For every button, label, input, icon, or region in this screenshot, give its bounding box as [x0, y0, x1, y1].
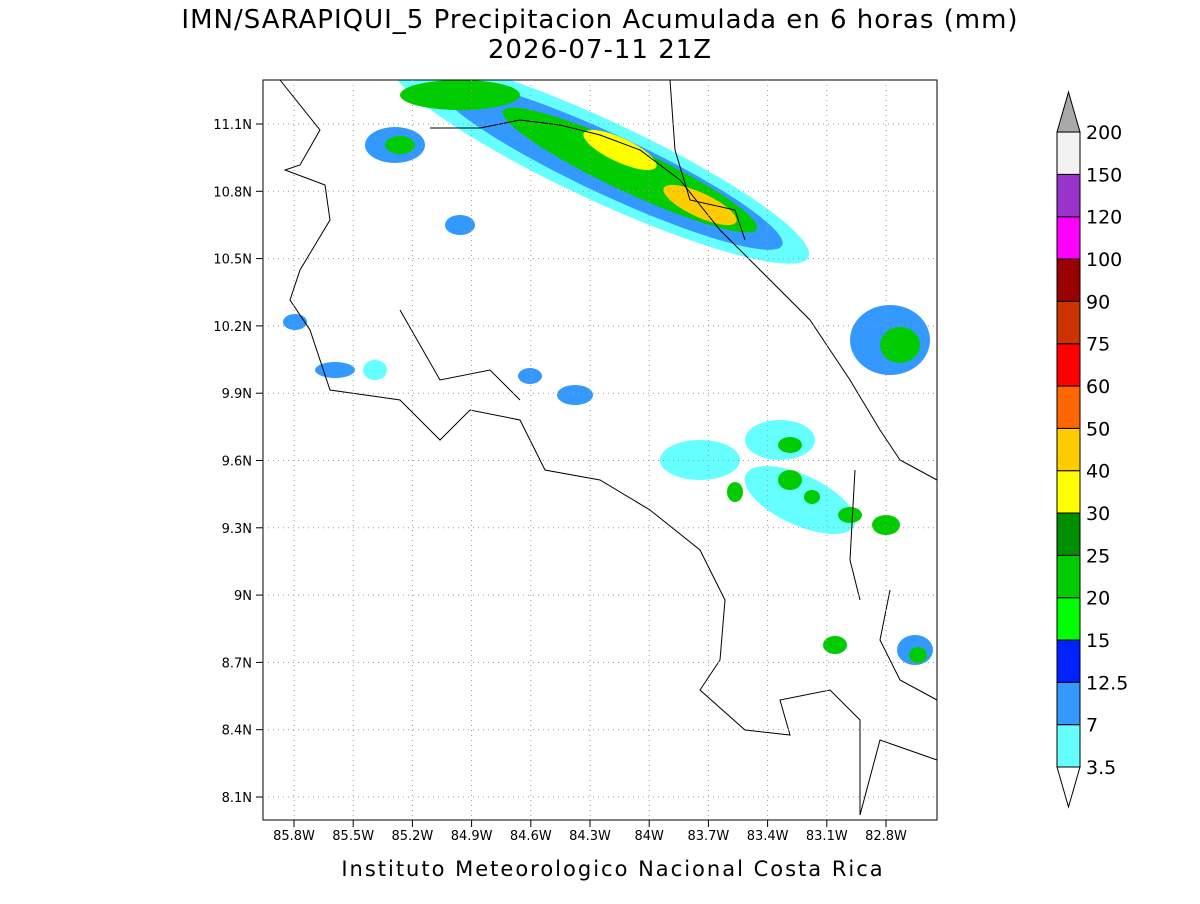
subtitle: 2026-07-11 21Z — [488, 35, 712, 65]
lon-label: 83.4W — [747, 829, 789, 844]
legend-box — [1056, 427, 1081, 472]
legend-box — [1056, 470, 1081, 514]
legend-label: 50 — [1086, 418, 1110, 440]
lat-label: 9.6N — [222, 455, 252, 470]
lon-label: 85.8W — [273, 829, 315, 844]
lon-label: 85.2W — [391, 829, 433, 844]
title: IMN/SARAPIQUI_5 Precipitacion Acumulada … — [181, 5, 1018, 35]
legend-box — [1056, 300, 1081, 345]
legend-label: 15 — [1086, 630, 1110, 652]
legend-label: 60 — [1086, 376, 1110, 398]
legend-box — [1056, 639, 1081, 683]
legend-box — [1056, 343, 1081, 387]
legend-above — [1056, 90, 1081, 133]
legend-box — [1056, 258, 1081, 302]
legend-label: 7 — [1086, 715, 1098, 737]
legend-box — [1056, 681, 1081, 726]
legend-label: 20 — [1086, 588, 1110, 610]
lat-label: 10.5N — [213, 253, 252, 268]
lat-label: 8.4N — [222, 724, 252, 739]
lon-label: 84.9W — [451, 829, 493, 844]
legend-label: 200 — [1086, 122, 1122, 144]
legend-box — [1056, 131, 1081, 175]
legend-label: 30 — [1086, 503, 1110, 525]
precip-field — [283, 80, 933, 665]
lat-label: 10.8N — [213, 185, 252, 200]
legend-box — [1056, 554, 1081, 599]
legend-label: 12.5 — [1086, 672, 1128, 694]
legend-label: 3.5 — [1086, 757, 1116, 779]
legend-label: 150 — [1086, 164, 1122, 186]
legend-below — [1056, 766, 1081, 809]
lat-label: 9N — [234, 589, 252, 604]
legend-box — [1056, 512, 1081, 556]
footer: Instituto Meteorologico Nacional Costa R… — [341, 857, 884, 881]
coastline — [279, 79, 938, 816]
legend-box — [1056, 173, 1081, 218]
legend-box — [1056, 216, 1081, 260]
lon-label: 85.5W — [332, 829, 374, 844]
lon-label: 83.1W — [806, 829, 848, 844]
lat-label: 9.3N — [222, 522, 252, 537]
legend-label: 100 — [1086, 249, 1122, 271]
legend-label: 25 — [1086, 545, 1110, 567]
lat-label: 8.1N — [222, 791, 252, 806]
legend-box — [1056, 597, 1081, 641]
lon-label: 84W — [634, 829, 664, 844]
legend-label: 75 — [1086, 334, 1110, 356]
lat-label: 10.2N — [213, 320, 252, 335]
lon-label: 84.3W — [569, 829, 611, 844]
legend-label: 40 — [1086, 461, 1110, 483]
lon-label: 83.7W — [687, 829, 729, 844]
legend-box — [1056, 724, 1081, 768]
map-frame — [262, 79, 938, 821]
lat-label: 11.1N — [213, 118, 252, 133]
lon-label: 82.8W — [865, 829, 907, 844]
legend-label: 90 — [1086, 291, 1110, 313]
lon-label: 84.6W — [510, 829, 552, 844]
legend-box — [1056, 385, 1081, 429]
lat-label: 9.9N — [222, 387, 252, 402]
legend-label: 120 — [1086, 207, 1122, 229]
lat-label: 8.7N — [222, 656, 252, 671]
